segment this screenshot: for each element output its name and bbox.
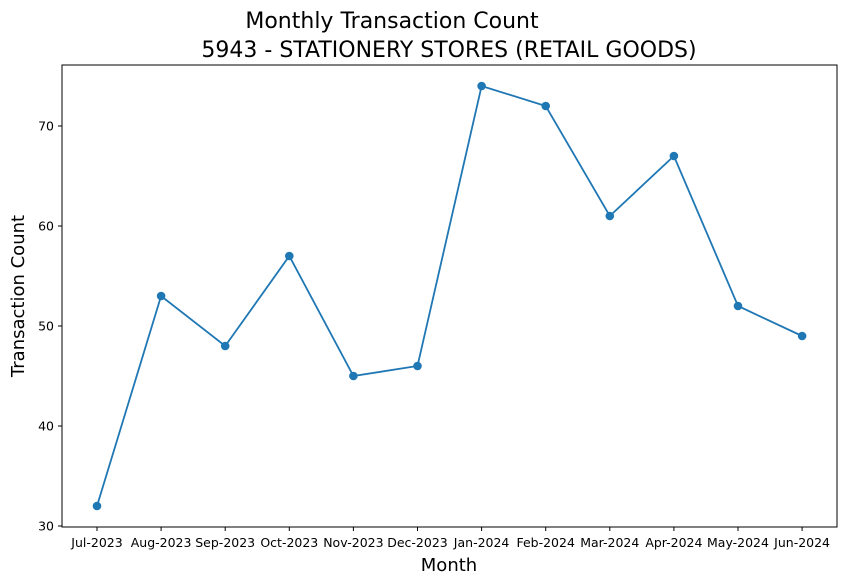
data-point bbox=[541, 101, 550, 111]
x-tick-label: Jun-2024 bbox=[773, 535, 830, 550]
chart-subtitle: 5943 - STATIONERY STORES (RETAIL GOODS) bbox=[201, 38, 696, 63]
series-line bbox=[96, 84, 803, 507]
data-point bbox=[477, 81, 486, 91]
y-axis-label: Transaction Count bbox=[8, 215, 29, 378]
x-axis: Jul-2023 Aug-2023 Sep-2023 Oct-2023 Nov-2023… bbox=[70, 527, 830, 550]
x-tick-label: Sep-2023 bbox=[195, 535, 255, 550]
x-tick-label: May-2024 bbox=[707, 535, 769, 550]
data-point bbox=[605, 211, 615, 221]
x-axis-label: Month bbox=[421, 555, 477, 576]
y-tick-label: 70 bbox=[38, 119, 54, 134]
plot-area bbox=[61, 64, 838, 528]
y-tick-label: 40 bbox=[38, 419, 54, 434]
data-point bbox=[669, 151, 679, 161]
data-point bbox=[285, 251, 294, 261]
x-tick-label: Oct-2023 bbox=[260, 535, 318, 550]
x-tick-label: Mar-2024 bbox=[580, 535, 639, 550]
data-point bbox=[92, 501, 102, 511]
data-point bbox=[220, 341, 230, 351]
y-tick-label: 30 bbox=[38, 519, 54, 534]
x-tick-label: Dec-2023 bbox=[387, 535, 448, 550]
x-tick-label: Aug-2023 bbox=[131, 535, 192, 550]
x-tick-label: Jan-2024 bbox=[453, 535, 510, 550]
data-point bbox=[797, 331, 807, 341]
x-tick-label: Jul-2023 bbox=[70, 535, 122, 550]
x-tick-label: Nov-2023 bbox=[323, 535, 383, 550]
data-point bbox=[349, 371, 358, 381]
chart-title: Monthly Transaction Count bbox=[245, 9, 539, 34]
y-tick-label: 50 bbox=[38, 319, 54, 334]
x-tick-label: Feb-2024 bbox=[516, 535, 575, 550]
series-markers bbox=[92, 81, 807, 511]
data-point bbox=[733, 301, 743, 311]
data-point bbox=[413, 361, 422, 371]
data-point bbox=[156, 291, 166, 301]
x-tick-label: Apr-2024 bbox=[645, 535, 702, 550]
y-tick-label: 60 bbox=[38, 219, 54, 234]
y-axis: 30 40 50 60 70 bbox=[38, 119, 62, 534]
